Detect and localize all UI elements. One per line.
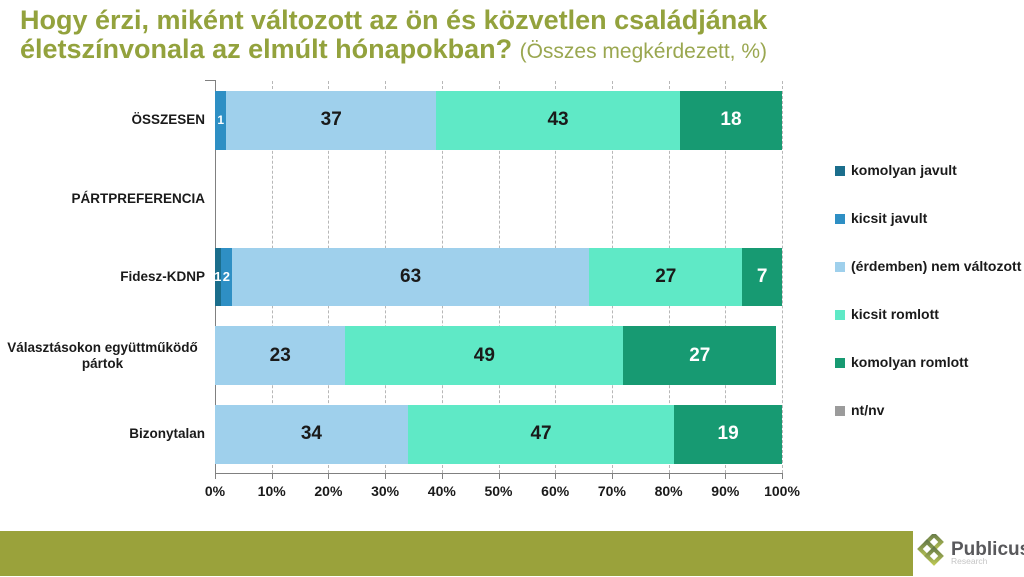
svg-text:Research: Research <box>951 556 988 566</box>
